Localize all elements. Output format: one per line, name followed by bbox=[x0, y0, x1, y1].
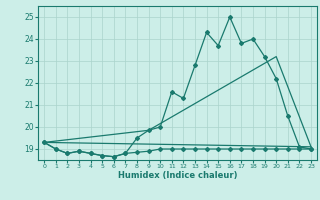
X-axis label: Humidex (Indice chaleur): Humidex (Indice chaleur) bbox=[118, 171, 237, 180]
